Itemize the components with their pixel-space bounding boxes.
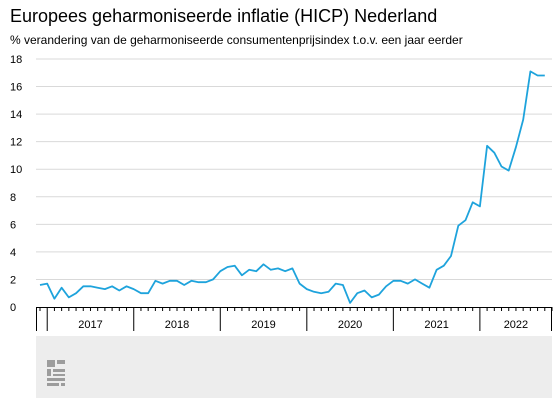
y-tick-label: 14 bbox=[10, 109, 22, 121]
cbs-logo-icon bbox=[47, 360, 65, 386]
y-tick-label: 2 bbox=[10, 274, 16, 286]
x-tick-label: 2022 bbox=[504, 319, 528, 331]
y-tick-label: 18 bbox=[10, 54, 22, 66]
y-tick-label: 8 bbox=[10, 192, 16, 204]
x-tick-label: 2020 bbox=[338, 319, 362, 331]
x-tick-label: 2018 bbox=[165, 319, 189, 331]
y-tick-label: 10 bbox=[10, 164, 22, 176]
x-tick-label: 2021 bbox=[424, 319, 448, 331]
y-tick-label: 0 bbox=[10, 302, 16, 314]
chart-subtitle: % verandering van de geharmoniseerde con… bbox=[10, 33, 463, 47]
line-chart: 0 2 4 6 8 10 12 14 16 18 2017 2018 2019 2020 2021 2022 bbox=[10, 54, 553, 331]
x-tick-label: 2017 bbox=[78, 319, 102, 331]
chart-title: Europees geharmoniseerde inflatie (HICP)… bbox=[10, 6, 438, 26]
y-tick-label: 12 bbox=[10, 137, 22, 149]
chart-footer bbox=[36, 336, 552, 398]
y-tick-label: 6 bbox=[10, 219, 16, 231]
series-line bbox=[39, 70, 545, 304]
y-tick-label: 4 bbox=[10, 247, 16, 259]
x-tick-label: 2019 bbox=[251, 319, 275, 331]
y-tick-label: 16 bbox=[10, 82, 22, 94]
